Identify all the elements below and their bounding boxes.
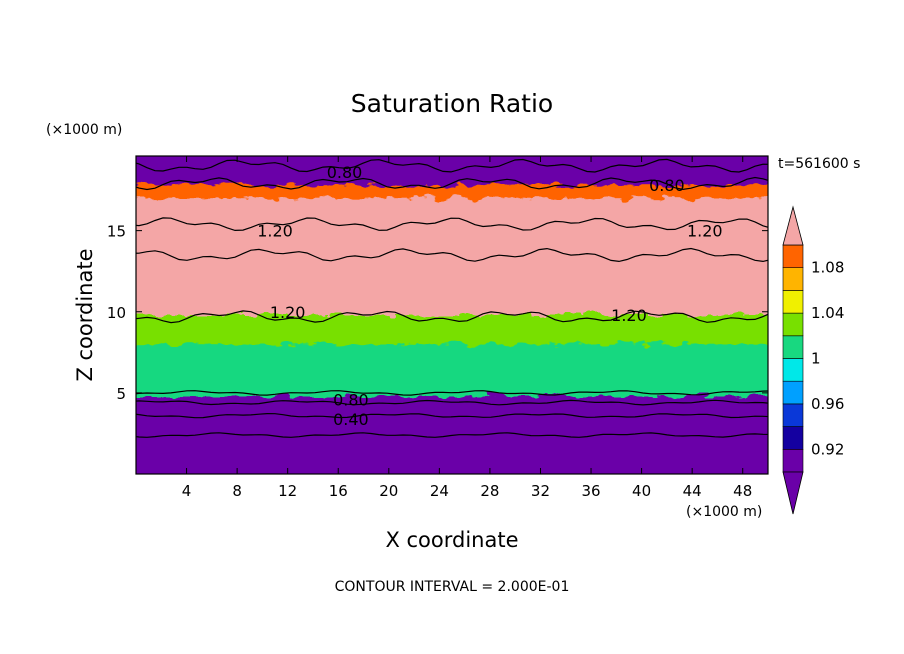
colorbar-segment [782, 448, 804, 473]
contour-label: 1.20 [257, 222, 293, 241]
x-tick-label: 28 [480, 482, 499, 500]
y-axis-title: Z coordinate [73, 248, 97, 381]
x-tick-label: 32 [531, 482, 550, 500]
field-layer-upper-transition [136, 185, 768, 202]
plot-area [136, 156, 768, 474]
colorbar-label: 0.92 [811, 440, 844, 458]
colorbar-segment [782, 290, 804, 314]
x-tick-label: 16 [329, 482, 348, 500]
x-unit-label: (×1000 m) [686, 504, 762, 520]
field-layer-saturated-band [136, 344, 768, 397]
contour-line [136, 390, 768, 396]
colorbar-segment [782, 312, 804, 337]
y-tick-label: 15 [107, 223, 126, 241]
colorbar-segment [782, 335, 804, 359]
y-tick-label: 5 [116, 385, 126, 403]
x-tick-label: 20 [379, 482, 398, 500]
colorbar-label: 1.04 [811, 304, 844, 322]
x-tick-label: 8 [232, 482, 242, 500]
contour-label: 1.20 [270, 303, 306, 322]
colorbar-segment [782, 244, 804, 269]
contour-line [136, 412, 768, 419]
contour-label: 0.80 [649, 176, 685, 195]
colorbar: 0.92 0.96 1 1.04 1.08 [782, 205, 844, 515]
y-tick-label: 10 [107, 304, 126, 322]
colorbar-segment [782, 380, 804, 405]
contour-interval-note: CONTOUR INTERVAL = 2.000E-01 [335, 579, 570, 595]
colorbar-segment [782, 358, 804, 382]
contour-label: 0.80 [333, 390, 369, 409]
colorbar-segment [782, 426, 804, 450]
contour-line [136, 399, 768, 406]
contour-line [136, 158, 768, 173]
x-tick-label: 36 [581, 482, 600, 500]
colorbar-under-arrow [782, 471, 804, 515]
colorbar-segment [782, 267, 804, 291]
contour-line [136, 176, 768, 191]
field-layers [136, 156, 768, 474]
y-unit-label: (×1000 m) [46, 122, 122, 138]
contour-labels: 0.800.801.20 1.201.20 1.200.800.40 [257, 163, 722, 429]
contour-line [136, 310, 768, 324]
y-axis: 5 10 15 [107, 223, 768, 403]
x-tick-label: 24 [430, 482, 449, 500]
colorbar-label: 1 [811, 350, 821, 368]
contour-line [136, 432, 768, 438]
contour-lines [136, 158, 768, 438]
contour-label: 1.20 [687, 222, 723, 241]
colorbar-label: 0.96 [811, 395, 844, 413]
contour-label: 1.20 [611, 306, 647, 325]
x-tick-label: 40 [632, 482, 651, 500]
contour-line [136, 217, 768, 232]
colorbar-over-arrow [782, 205, 804, 246]
plot-frame [135, 155, 769, 475]
x-tick-label: 12 [278, 482, 297, 500]
chart-title: Saturation Ratio [351, 89, 553, 118]
contour-label: 0.80 [327, 163, 363, 182]
x-axis-title: X coordinate [385, 528, 518, 552]
time-label: t=561600 s [778, 156, 860, 172]
x-tick-label: 4 [182, 482, 192, 500]
contour-label: 0.40 [333, 410, 369, 429]
colorbar-segment [782, 403, 804, 427]
x-tick-label: 48 [733, 482, 752, 500]
x-axis: 4 8 12 16 20 24 28 32 36 40 44 48 [182, 156, 752, 500]
x-tick-label: 44 [683, 482, 702, 500]
colorbar-label: 1.08 [811, 259, 844, 277]
contour-line [136, 247, 768, 263]
